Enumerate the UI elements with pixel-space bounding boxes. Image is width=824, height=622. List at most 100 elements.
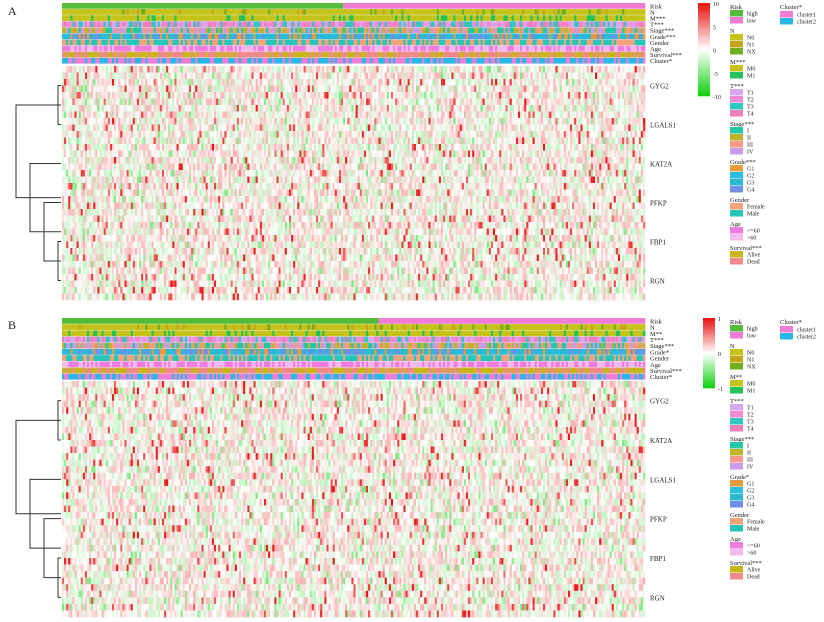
heatmap-cell [578,73,580,80]
heatmap-cell [428,92,430,99]
heatmap-cell [191,105,193,112]
heatmap-cell [279,66,281,73]
heatmap-cell [191,73,193,80]
heatmap-cell [197,66,199,73]
heatmap-cell [102,86,104,93]
heatmap-cell [172,105,174,112]
heatmap-cell [437,79,439,86]
heatmap-cell [385,73,387,80]
heatmap-cell [547,86,549,93]
heatmap-cell [572,66,574,73]
heatmap-cell [483,73,485,80]
heatmap-cell [345,86,347,93]
heatmap-cell [601,66,603,73]
heatmap-cell [468,73,470,80]
heatmap-cell [222,79,224,86]
heatmap-cell [522,79,524,86]
heatmap-cell [626,73,628,80]
heatmap-cell [439,99,441,106]
heatmap-cell [456,73,458,80]
heatmap-cell [620,105,622,112]
heatmap-cell [516,112,518,119]
heatmap-cell [314,105,316,112]
heatmap-cell [381,105,383,112]
heatmap-cell [145,92,147,99]
heatmap-cell [310,112,312,119]
heatmap-cell [589,86,591,93]
heatmap-cell [518,73,520,80]
heatmap-cell [474,105,476,112]
heatmap-cell [393,79,395,86]
heatmap-cell [335,112,337,119]
heatmap-cell [193,86,195,93]
heatmap-cell [172,66,174,73]
heatmap-cell [464,86,466,93]
heatmap-cell [152,92,154,99]
heatmap-cell [614,73,616,80]
heatmap-cell [416,105,418,112]
heatmap-cell [249,99,251,106]
heatmap-cell [316,92,318,99]
heatmap-cell [222,66,224,73]
heatmap-cell [354,105,356,112]
heatmap-cell [166,99,168,106]
heatmap-cell [139,99,141,106]
heatmap-cell [276,92,278,99]
heatmap-cell [464,99,466,106]
heatmap-cell [597,79,599,86]
heatmap-cell [360,79,362,86]
heatmap-cell [218,99,220,106]
heatmap-cell [601,86,603,93]
heatmap-cell [643,66,645,73]
heatmap-cell [599,105,601,112]
heatmap-cell [214,112,216,119]
heatmap-cell [466,66,468,73]
heatmap-cell [641,86,643,93]
heatmap-cell [431,86,433,93]
heatmap-cell [458,105,460,112]
heatmap-cell [216,99,218,106]
heatmap-cell [85,86,87,93]
heatmap-cell [247,92,249,99]
heatmap-cell [416,86,418,93]
heatmap-cell [237,73,239,80]
heatmap-cell [268,105,270,112]
heatmap-cell [226,66,228,73]
heatmap-cell [414,66,416,73]
heatmap-cell [249,92,251,99]
heatmap-cell [635,105,637,112]
heatmap-cell [518,99,520,106]
heatmap-cell [385,92,387,99]
heatmap-cell [605,99,607,106]
heatmap-cell [210,79,212,86]
heatmap-cell [149,92,151,99]
heatmap-cell [551,105,553,112]
heatmap-cell [533,66,535,73]
heatmap-cell [547,92,549,99]
heatmap-cell [216,112,218,119]
heatmap-cell [526,66,528,73]
heatmap-cell [549,73,551,80]
heatmap-cell [193,79,195,86]
heatmap-cell [520,112,522,119]
heatmap-cell [503,105,505,112]
heatmap-cell [378,112,380,119]
heatmap-cell [447,112,449,119]
heatmap-cell [345,66,347,73]
heatmap-cell [210,86,212,93]
heatmap-cell [314,86,316,93]
heatmap-cell [637,86,639,93]
heatmap-cell [266,105,268,112]
heatmap-cell [66,105,68,112]
heatmap-cell [376,73,378,80]
heatmap-cell [266,73,268,80]
heatmap-cell [229,73,231,80]
heatmap-cell [389,112,391,119]
heatmap-cell [120,86,122,93]
heatmap-cell [514,79,516,86]
heatmap-cell [410,99,412,106]
heatmap-cell [410,86,412,93]
heatmap-cell [74,73,76,80]
heatmap-cell [416,66,418,73]
heatmap-cell [370,92,372,99]
